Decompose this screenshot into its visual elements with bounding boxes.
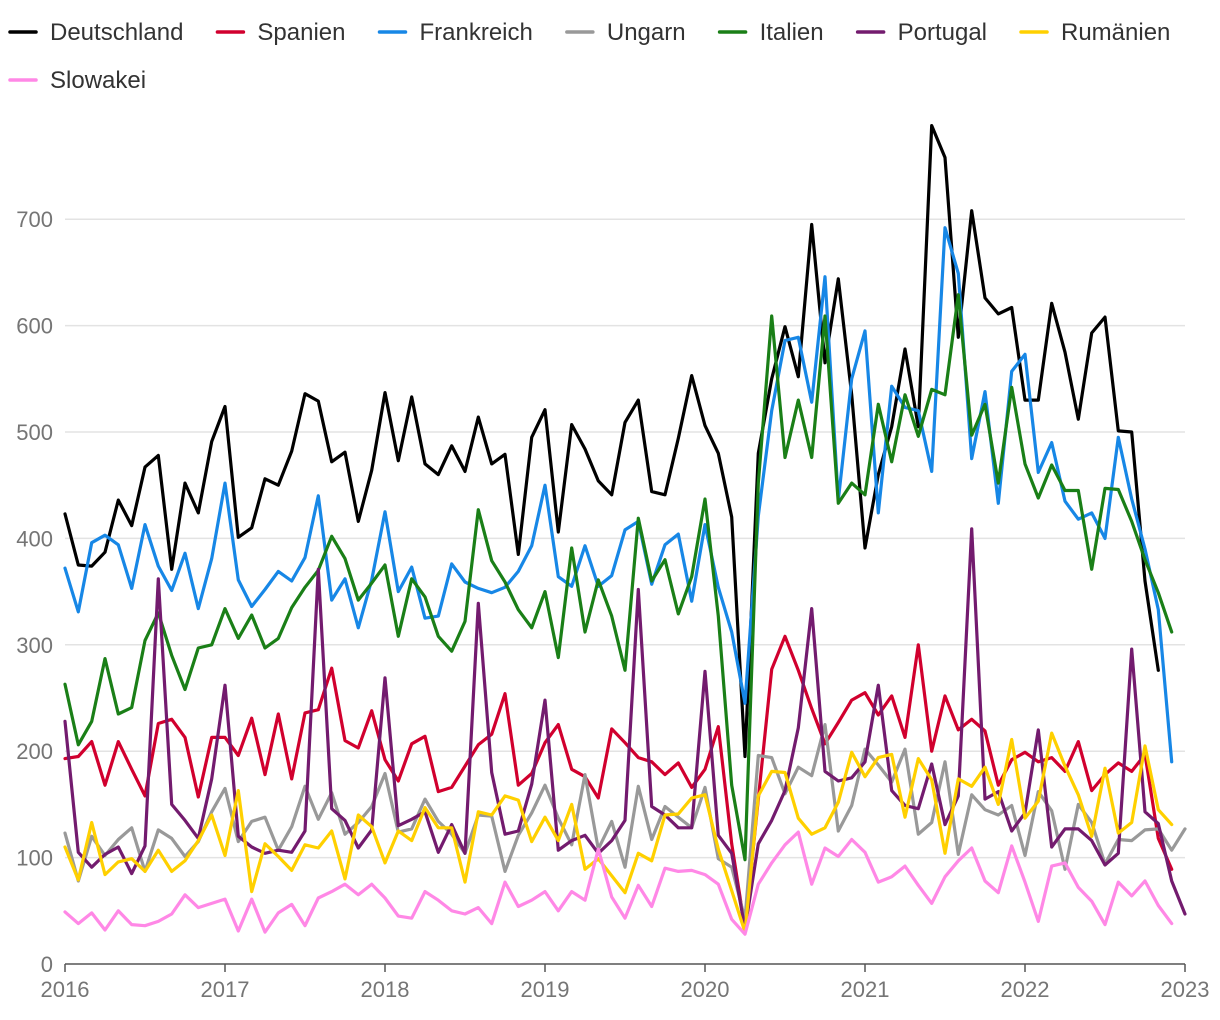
y-tick-label: 500 [16, 420, 53, 445]
legend-item-portugal: Portugal [855, 19, 987, 46]
legend-item-italien: Italien [717, 19, 824, 46]
legend-label: Deutschland [50, 19, 183, 46]
legend-label: Frankreich [419, 19, 532, 46]
x-tick-label: 2022 [1001, 977, 1050, 1002]
y-axis-ticks: 0 100 200 300 400 500 600 700 [16, 207, 53, 977]
x-tick-label: 2019 [521, 977, 570, 1002]
y-tick-label: 400 [16, 526, 53, 551]
legend-label: Slowakei [50, 67, 146, 94]
legend-label: Portugal [898, 19, 987, 46]
x-axis-ticks: 2016 2017 2018 2019 2020 2021 2022 2023 [41, 964, 1210, 1002]
legend-label: Ungarn [607, 19, 686, 46]
y-tick-label: 300 [16, 633, 53, 658]
legend-item-frankreich: Frankreich [377, 19, 533, 46]
series-line-slowakei [63, 830, 1174, 936]
y-tick-label: 100 [16, 846, 53, 871]
legend-label: Spanien [257, 19, 345, 46]
y-tick-label: 0 [41, 952, 53, 977]
legend-label: Italien [760, 19, 824, 46]
series-line-rumänien [63, 731, 1174, 934]
y-tick-label: 200 [16, 739, 53, 764]
legend-label: Rumänien [1061, 19, 1170, 46]
x-tick-label: 2020 [681, 977, 730, 1002]
series-line-frankreich [63, 226, 1174, 764]
legend-item-rumänien: Rumänien [1019, 19, 1170, 46]
y-tick-label: 600 [16, 314, 53, 339]
gridlines [65, 218, 1185, 859]
y-tick-label: 700 [16, 207, 53, 232]
series-line-portugal [63, 527, 1187, 931]
series-line-ungarn [63, 722, 1187, 921]
x-tick-label: 2017 [201, 977, 250, 1002]
x-tick-label: 2016 [41, 977, 90, 1002]
legend-item-spanien: Spanien [215, 19, 345, 46]
legend-item-slowakei: Slowakei [8, 67, 146, 94]
legend-item-ungarn: Ungarn [565, 19, 686, 46]
legend: Deutschland Spanien Frankreich Ungarn Italie… [8, 19, 1170, 94]
x-tick-label: 2023 [1161, 977, 1210, 1002]
x-tick-label: 2021 [841, 977, 890, 1002]
series-line-italien [63, 293, 1174, 862]
x-tick-label: 2018 [361, 977, 410, 1002]
series-lines [63, 123, 1187, 936]
legend-item-deutschland: Deutschland [8, 19, 183, 46]
series-line-deutschland [63, 123, 1160, 759]
series-line-spanien [63, 634, 1174, 931]
